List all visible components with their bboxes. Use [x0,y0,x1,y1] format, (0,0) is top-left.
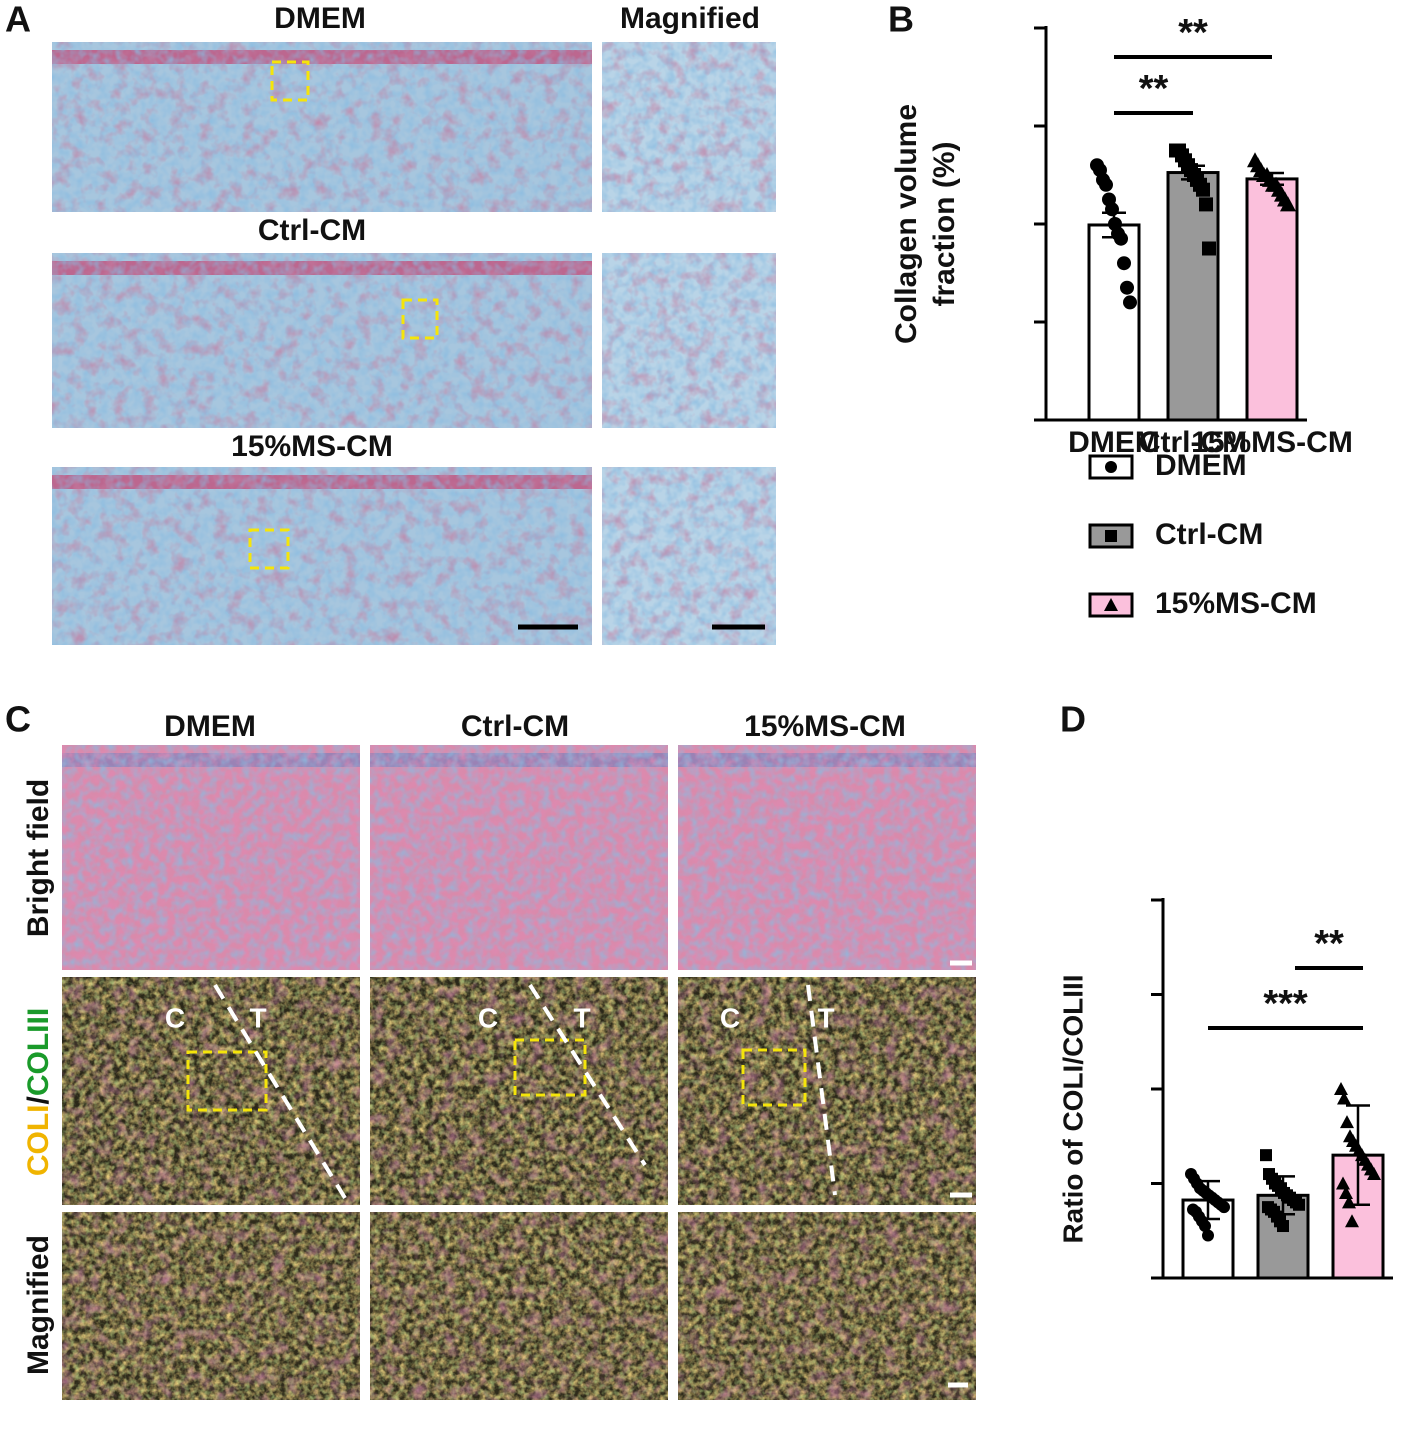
texture [602,467,776,645]
y-axis-label: Ratio of COLI/COLIII [1057,974,1088,1243]
point [1340,1115,1354,1129]
legend-label: 15%MS-CM [1155,587,1317,620]
point [1280,196,1296,212]
texture [52,42,592,212]
texture [370,1212,668,1400]
roi-box [513,1038,587,1097]
point [1336,1176,1350,1190]
y-axis-label: fraction (%) [928,142,961,307]
legend-marker [1105,530,1117,542]
point [1120,280,1134,295]
roi-box [186,1050,268,1112]
region-label: T [249,1002,266,1033]
point [1199,197,1213,212]
roi-box [401,298,439,340]
point [1105,202,1119,217]
panel-letter: A [5,0,31,40]
row-title: 15%MS-CM [231,430,393,463]
significance-label: ** [1314,923,1344,965]
texture [370,977,668,1205]
point [1277,1220,1289,1233]
significance-label: *** [1263,983,1308,1025]
x-tick-label: Ctrl-CM [1139,426,1247,459]
row-title: Magnified [22,1235,55,1375]
boundary [806,984,837,1196]
panel-letter: B [888,0,914,40]
texture [62,977,360,1205]
texture [602,253,776,428]
texture [678,1212,976,1400]
column-title: DMEM [164,710,256,743]
panel-letter: C [5,699,31,740]
point [1260,1149,1272,1162]
boundary [213,983,347,1200]
region-label: T [817,1002,834,1033]
texture [602,42,776,212]
point [1342,1195,1356,1209]
point [1123,295,1137,310]
texture [62,1212,360,1400]
texture [62,745,360,970]
point [1345,1214,1359,1228]
row-title: Ctrl-CM [258,214,366,247]
boundary [528,983,647,1167]
legend-marker [1105,461,1117,473]
row-title-part: COLIII [22,1008,55,1096]
region-label: C [720,1002,740,1033]
column-title: Ctrl-CM [461,710,569,743]
texture [678,977,976,1205]
row-title-part: COLI [22,1105,55,1177]
region-label: C [478,1002,498,1033]
point [1117,256,1131,271]
legend-label: DMEM [1155,449,1247,482]
region-label: T [573,1002,590,1033]
significance-label: ** [1139,68,1169,110]
point [1114,231,1128,246]
roi-box [248,528,290,570]
legend-marker [1104,598,1118,611]
texture [52,253,592,428]
point [1202,241,1216,256]
row-title-part: / [22,1096,55,1105]
point [1196,182,1210,197]
micrographs [52,42,976,1400]
column-title: 15%MS-CM [744,710,906,743]
point [1199,1220,1211,1233]
point [1099,177,1113,192]
row-title: Bright field [22,779,55,937]
y-axis-label: Collagen volume [890,104,923,344]
point [1218,1201,1230,1214]
texture [678,745,976,970]
point [1337,1091,1351,1105]
point [1339,1185,1353,1199]
point [1202,1229,1214,1242]
point [1293,1198,1305,1211]
significance-label: ** [1178,12,1208,54]
region-label: C [165,1002,185,1033]
row-title: DMEM [274,2,366,35]
row-title: COLI/COLIII [22,1008,55,1176]
x-tick-label: 15%MS-CM [1191,426,1353,459]
panel-letter: D [1060,699,1086,740]
x-tick-label: DMEM [1068,426,1160,459]
column-title: Magnified [620,2,760,35]
legend-label: Ctrl-CM [1155,518,1263,551]
texture [370,745,668,970]
bar [1087,223,1141,422]
point [1334,1082,1348,1095]
roi-box [741,1048,807,1107]
texture [52,467,592,645]
point [1367,1167,1381,1181]
roi-box [270,60,310,102]
bar [1245,177,1299,422]
